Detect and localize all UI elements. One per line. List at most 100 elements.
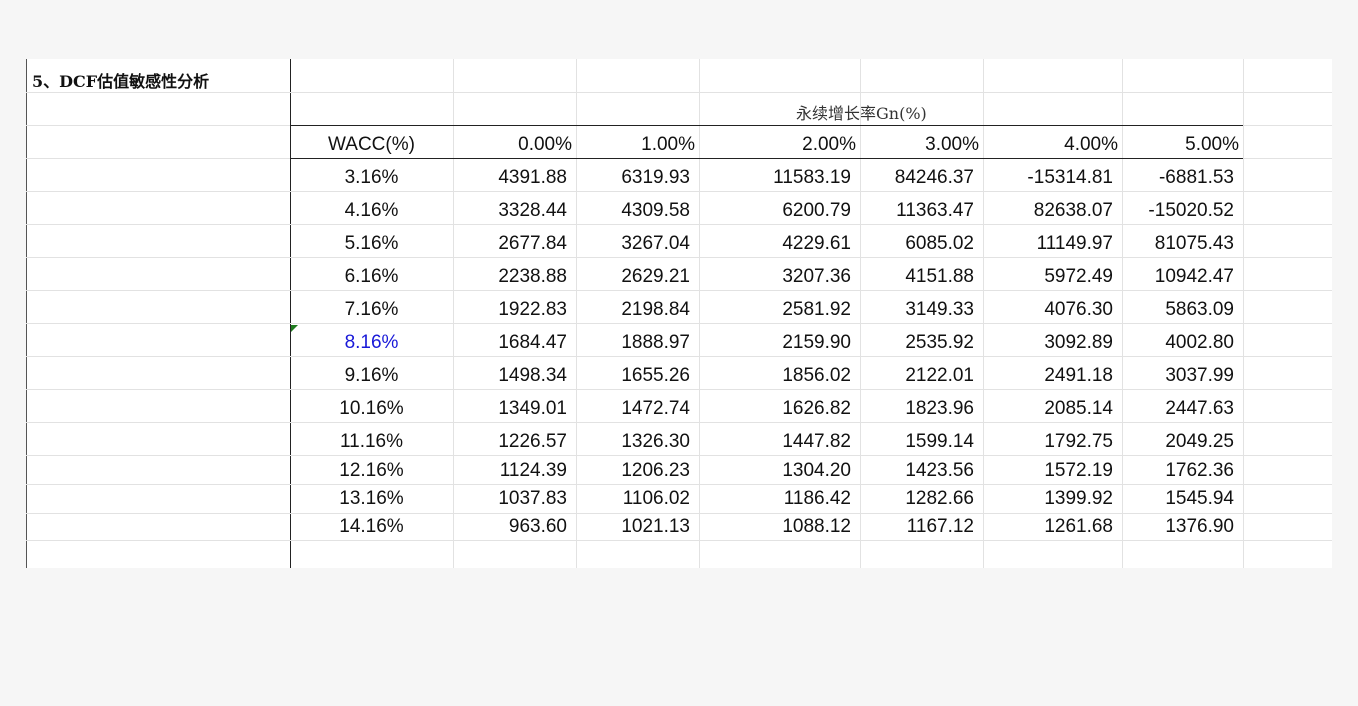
header-growth-rate[interactable]: 2.00% [802,134,856,155]
valuation-cell[interactable]: 82638.07 [1033,200,1113,221]
valuation-cell[interactable]: 1206.23 [621,460,690,481]
valuation-cell[interactable]: 3267.04 [621,233,690,254]
wacc-value[interactable]: 3.16% [344,167,399,188]
valuation-cell[interactable]: 1167.12 [906,516,974,537]
valuation-cell[interactable]: 1376.90 [1165,516,1234,537]
valuation-cell[interactable]: 3037.99 [1165,365,1234,386]
valuation-cell[interactable]: -6881.53 [1158,167,1234,188]
valuation-cell[interactable]: 1282.66 [905,488,974,509]
valuation-cell[interactable]: 1823.96 [905,398,974,419]
valuation-cell[interactable]: 1423.56 [905,460,974,481]
valuation-cell[interactable]: 2159.90 [782,332,851,353]
valuation-cell[interactable]: 84246.37 [894,167,974,188]
valuation-cell[interactable]: 2238.88 [498,266,567,287]
valuation-cell[interactable]: 1762.36 [1165,460,1234,481]
header-growth-rate[interactable]: 1.00% [641,134,695,155]
valuation-cell[interactable]: 1326.30 [621,431,690,452]
header-growth-rate[interactable]: 4.00% [1064,134,1118,155]
wacc-value[interactable]: 14.16% [339,516,404,537]
valuation-cell[interactable]: 1684.47 [498,332,567,353]
wacc-value[interactable]: 6.16% [344,266,399,287]
valuation-cell[interactable]: 1106.02 [622,488,690,509]
valuation-cell[interactable]: 3149.33 [905,299,974,320]
valuation-cell[interactable]: 963.60 [508,516,567,537]
valuation-cell[interactable]: 1261.68 [1044,516,1113,537]
grid-column-line [860,59,861,568]
header-growth-rate[interactable]: 5.00% [1185,134,1239,155]
wacc-value[interactable]: 8.16% [344,332,399,353]
grid-row-line [26,513,1332,514]
valuation-cell[interactable]: 1399.92 [1044,488,1113,509]
valuation-cell[interactable]: 10942.47 [1154,266,1234,287]
valuation-cell[interactable]: 2677.84 [498,233,567,254]
valuation-cell[interactable]: 1498.34 [498,365,567,386]
valuation-cell[interactable]: 1572.19 [1044,460,1113,481]
grid-row-line [26,290,1332,291]
valuation-cell[interactable]: 1792.75 [1044,431,1113,452]
valuation-cell[interactable]: 3092.89 [1044,332,1113,353]
valuation-cell[interactable]: 1545.94 [1165,488,1234,509]
valuation-cell[interactable]: 1304.20 [782,460,851,481]
valuation-cell[interactable]: 11149.97 [1036,233,1113,254]
valuation-cell[interactable]: 1349.01 [498,398,567,419]
table-border-line [290,158,1243,159]
wacc-value[interactable]: 11.16% [339,431,404,452]
valuation-cell[interactable]: 1472.74 [621,398,690,419]
grid-column-line [983,59,984,568]
valuation-cell[interactable]: 6085.02 [905,233,974,254]
header-growth-rate[interactable]: 0.00% [518,134,572,155]
valuation-cell[interactable]: 1856.02 [782,365,851,386]
valuation-cell[interactable]: 6319.93 [621,167,690,188]
valuation-cell[interactable]: 4309.58 [621,200,690,221]
valuation-cell[interactable]: 4076.30 [1044,299,1113,320]
valuation-cell[interactable]: 5972.49 [1044,266,1113,287]
valuation-cell[interactable]: 1124.39 [499,460,567,481]
valuation-cell[interactable]: 2085.14 [1044,398,1113,419]
valuation-cell[interactable]: 2581.92 [782,299,851,320]
valuation-cell[interactable]: 4391.88 [498,167,567,188]
grid-column-line [576,59,577,568]
wacc-value[interactable]: 5.16% [344,233,399,254]
valuation-cell[interactable]: 1226.57 [498,431,567,452]
valuation-cell[interactable]: 2535.92 [905,332,974,353]
valuation-cell[interactable]: 1922.83 [498,299,567,320]
valuation-cell[interactable]: 4002.80 [1165,332,1234,353]
valuation-cell[interactable]: 1021.13 [621,516,690,537]
section-title: 5、DCF估值敏感性分析 [32,72,210,91]
wacc-value[interactable]: 12.16% [339,460,404,481]
wacc-value[interactable]: 4.16% [344,200,399,221]
valuation-cell[interactable]: 2049.25 [1165,431,1234,452]
header-growth-rate[interactable]: 3.00% [925,134,979,155]
valuation-cell[interactable]: 1655.26 [621,365,690,386]
wacc-value[interactable]: 9.16% [344,365,399,386]
grid-row-line [26,224,1332,225]
valuation-cell[interactable]: 81075.43 [1154,233,1234,254]
valuation-cell[interactable]: 1037.83 [498,488,567,509]
valuation-cell[interactable]: -15314.81 [1027,167,1113,188]
valuation-cell[interactable]: 1888.97 [621,332,690,353]
valuation-cell[interactable]: 3328.44 [498,200,567,221]
valuation-cell[interactable]: 5863.09 [1165,299,1234,320]
valuation-cell[interactable]: 2491.18 [1044,365,1113,386]
grid-row-line [26,92,1332,93]
valuation-cell[interactable]: 3207.36 [782,266,851,287]
valuation-cell[interactable]: 4151.88 [905,266,974,287]
valuation-cell[interactable]: 2198.84 [621,299,690,320]
wacc-value[interactable]: 13.16% [339,488,404,509]
wacc-value[interactable]: 7.16% [344,299,399,320]
valuation-cell[interactable]: 2629.21 [621,266,690,287]
valuation-cell[interactable]: -15020.52 [1148,200,1234,221]
valuation-cell[interactable]: 11583.19 [773,167,851,188]
header-wacc[interactable]: WACC(%) [328,134,415,155]
valuation-cell[interactable]: 1186.42 [783,488,851,509]
valuation-cell[interactable]: 4229.61 [782,233,851,254]
valuation-cell[interactable]: 6200.79 [782,200,851,221]
valuation-cell[interactable]: 1599.14 [905,431,974,452]
valuation-cell[interactable]: 2122.01 [905,365,974,386]
valuation-cell[interactable]: 1626.82 [782,398,851,419]
wacc-value[interactable]: 10.16% [339,398,404,419]
valuation-cell[interactable]: 1447.82 [782,431,851,452]
valuation-cell[interactable]: 1088.12 [782,516,851,537]
valuation-cell[interactable]: 2447.63 [1165,398,1234,419]
valuation-cell[interactable]: 11363.47 [896,200,974,221]
